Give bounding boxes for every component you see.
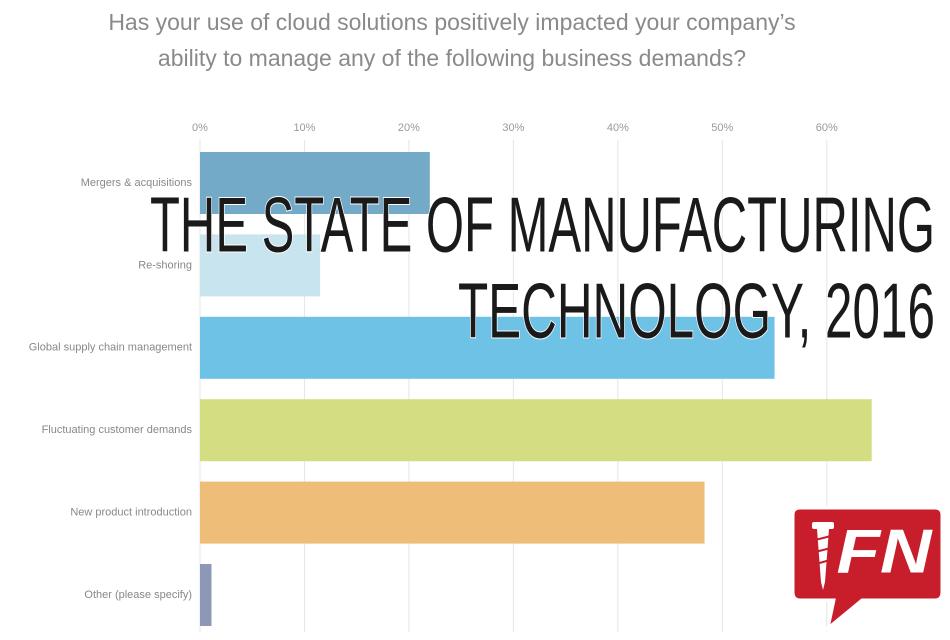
y-tick-label: Mergers & acquisitions [81, 177, 193, 189]
x-tick-label: 10% [293, 122, 315, 134]
y-tick-label: Fluctuating customer demands [42, 424, 193, 436]
x-tick-label: 50% [711, 122, 733, 134]
y-tick-label: Re-shoring [138, 259, 192, 271]
bar [200, 481, 705, 544]
plot-area: 0% 10% 20% 30% 40% 50% 60% Mergers & acquisitio… [29, 122, 872, 632]
y-tick-label: Other (please specify) [84, 589, 192, 601]
bar [200, 234, 321, 297]
logo-screw-thread [814, 535, 832, 565]
bar [200, 399, 872, 462]
logo-badge [791, 506, 944, 632]
bar [200, 316, 775, 379]
logo: FN [791, 506, 944, 632]
chart-title: ability to manage any of the following b… [158, 45, 746, 71]
logo-screw [812, 522, 834, 590]
chart-title: Has your use of cloud solutions positive… [108, 9, 795, 35]
y-tick-label: New product introduction [70, 507, 192, 519]
banner-text: TECHNOLOGY, 2016 [458, 267, 935, 355]
x-tick-label: 60% [816, 122, 838, 134]
x-tick-label: 40% [607, 122, 629, 134]
y-tick-label: Global supply chain management [29, 342, 192, 354]
x-tick-label: 30% [502, 122, 524, 134]
x-tick-label: 0% [192, 122, 208, 134]
bar [200, 152, 430, 214]
x-tick-label: 20% [398, 122, 420, 134]
banner-text: THE STATE OF MANUFACTURING [150, 181, 935, 269]
logo-text: FN [837, 517, 933, 586]
bar [200, 564, 212, 626]
